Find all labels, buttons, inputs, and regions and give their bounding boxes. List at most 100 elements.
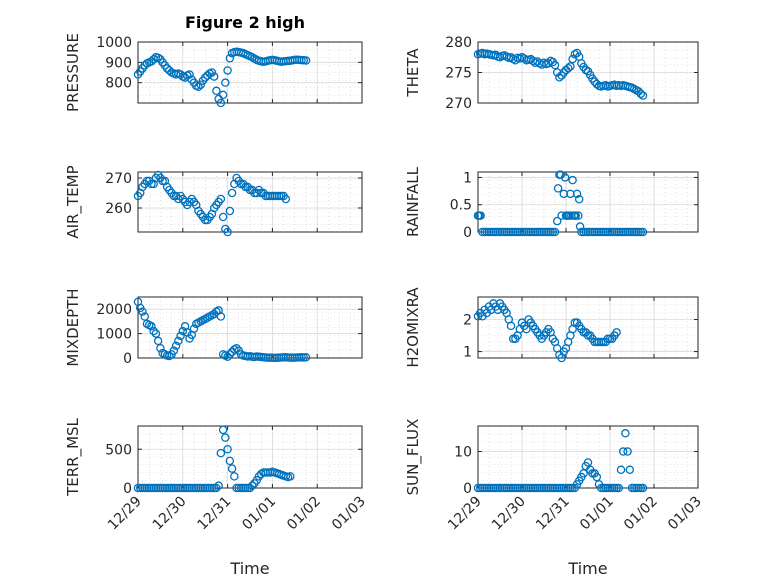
data-point [574,211,583,220]
data-point [223,66,232,75]
y-axis-label: RAINFALL [404,166,422,237]
axes-box [137,171,363,233]
data-point [476,211,485,220]
data-point [138,307,147,316]
y-tick-label: 280 [445,35,472,51]
axes-box [477,171,699,233]
x-axis-label: Time [567,559,607,578]
data-point [149,326,158,336]
subplot-pressure: 800 900 1000 PRESSURE [64,33,363,112]
data-point [230,472,239,481]
x-tick-label: 01/01 [239,494,279,534]
data-point [225,456,235,466]
data-point [555,73,564,82]
data-point [556,170,565,179]
y-tick-label: 0 [463,481,472,497]
y-tick-label: 0 [123,351,132,367]
data-point [216,448,226,458]
y-axis-label: AIR_TEMP [64,165,83,238]
x-tick-label: 12/29 [445,494,485,534]
data-point [196,80,205,89]
x-tick-label: 01/02 [284,494,324,534]
data-point [511,56,520,65]
y-tick-label: 500 [105,442,132,458]
y-tick-label: 0.5 [450,198,472,214]
data-point [574,195,584,204]
data-point [614,483,624,493]
data-point [623,447,632,456]
axes-box [477,425,699,489]
axes-box [137,296,363,359]
y-tick-label: 1 [463,170,472,186]
data-point [227,188,237,198]
data-point [218,425,228,435]
data-point [247,53,257,62]
data-point [223,444,232,454]
y-tick-label: 0 [463,225,472,241]
data-point [221,78,230,87]
data-point [571,211,580,220]
data-point [151,329,161,338]
x-tick-label: 12/30 [489,494,529,534]
y-tick-label: 0 [123,481,132,497]
data-point [140,312,149,321]
data-point [216,312,226,321]
y-tick-label: 270 [105,171,132,187]
axes-box [137,41,363,104]
x-tick-label: 01/03 [329,494,369,534]
axes-box [477,296,699,359]
y-axis-label: H2OMIXRA [404,287,422,368]
data-point [566,62,575,71]
figure-title: Figure 2 high [185,13,305,32]
data-point [247,481,257,490]
data-point [225,54,235,63]
data-point [560,173,570,182]
y-tick-label: 260 [105,201,132,217]
data-point [638,227,648,237]
data-point [638,483,648,493]
subplot-air-temp: 260 270 AIR_TEMP [64,165,363,239]
data-point [178,326,188,336]
data-point [281,194,291,204]
x-tick-label: 12/29 [105,494,145,534]
data-point [245,483,255,493]
data-point [583,458,593,467]
data-point [225,350,235,359]
x-tick-label: 01/01 [577,494,617,534]
subplot-mixdepth: 0 1000 2000 MIXDEPTH [64,288,363,367]
data-point [209,72,219,81]
data-point [612,328,621,337]
y-tick-label: 2 [463,312,472,328]
subplot-terr-msl: 0 500 TERR_MSL 12/29 12/30 12/31 01/01 01/02 01/… [64,417,369,578]
y-axis-label: MIXDEPTH [64,288,82,366]
x-tick-label: 12/30 [150,494,190,534]
data-point [194,82,203,91]
x-tick-label: 01/02 [621,494,661,534]
data-point [301,56,311,65]
data-point [568,175,577,185]
data-point [621,429,630,438]
data-point [552,216,562,226]
data-point [553,184,563,193]
y-tick-label: 275 [445,66,472,82]
y-axis-label: PRESSURE [64,33,82,112]
data-point [165,351,174,361]
subplot-h2omixra: 1 2 H2OMIXRA [404,287,699,368]
data-point [559,68,569,77]
data-point [174,336,183,346]
data-point [636,89,646,99]
subplot-theta: 270 275 280 THETA [404,35,699,112]
data-point [221,433,230,442]
y-tick-label: 900 [105,55,132,71]
y-axis-label: SUN_FLUX [404,419,423,496]
data-point [147,322,156,331]
data-point [212,86,221,96]
data-point [223,227,232,237]
data-point [216,194,226,204]
y-tick-label: 10 [454,445,472,461]
data-point [212,483,221,493]
data-point [218,90,228,100]
data-point [590,77,599,86]
